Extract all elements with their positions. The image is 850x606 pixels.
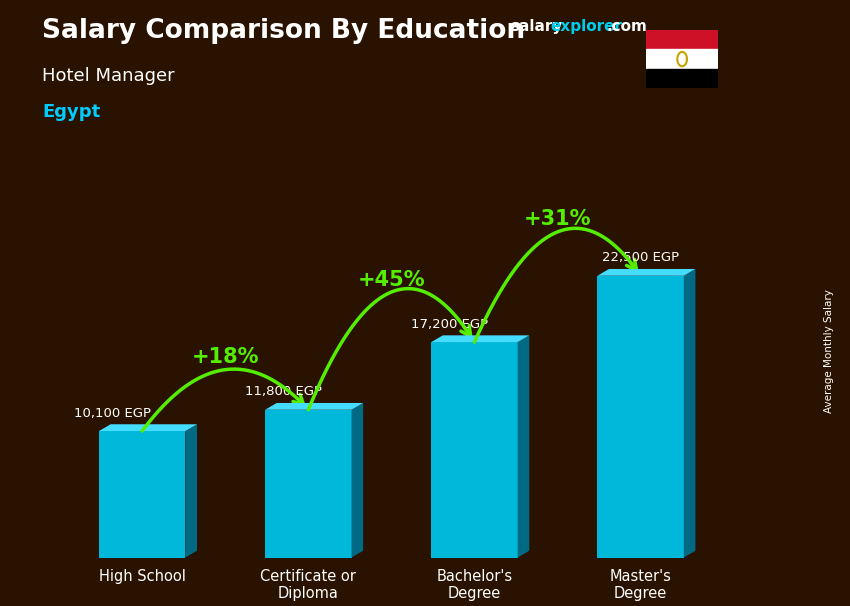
Polygon shape [431,342,518,558]
Polygon shape [598,269,695,276]
Text: Salary Comparison By Education: Salary Comparison By Education [42,18,525,44]
Text: 10,100 EGP: 10,100 EGP [74,407,150,420]
Polygon shape [265,403,363,410]
Polygon shape [683,269,695,558]
Text: .com: .com [606,19,647,35]
Polygon shape [352,403,363,558]
Text: +18%: +18% [191,347,259,367]
Text: 22,500 EGP: 22,500 EGP [602,251,679,264]
Polygon shape [431,335,530,342]
Polygon shape [265,410,352,558]
Text: 11,800 EGP: 11,800 EGP [245,385,322,399]
Text: salary: salary [510,19,563,35]
Polygon shape [518,335,530,558]
Text: 17,200 EGP: 17,200 EGP [411,318,488,331]
Polygon shape [598,276,683,558]
Text: Hotel Manager: Hotel Manager [42,67,175,85]
Polygon shape [99,431,185,558]
Text: +45%: +45% [358,270,425,290]
Polygon shape [99,424,197,431]
Text: +31%: +31% [524,210,592,230]
Text: explorer: explorer [551,19,623,35]
Bar [646,30,718,50]
Polygon shape [185,424,197,558]
Text: Egypt: Egypt [42,103,101,121]
Text: Average Monthly Salary: Average Monthly Salary [824,290,834,413]
Bar [646,50,718,68]
Bar [646,68,718,88]
